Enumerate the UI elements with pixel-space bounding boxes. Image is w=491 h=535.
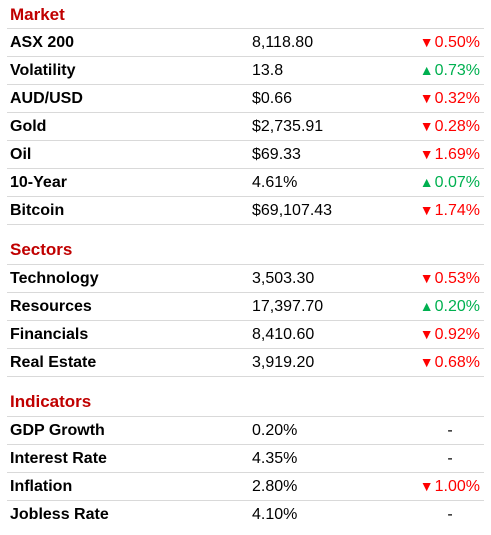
- down-arrow-icon: ▼: [419, 325, 434, 342]
- row-name: Bitcoin: [10, 201, 65, 219]
- row-name: Resources: [10, 297, 92, 315]
- table-row: AUD/USD $0.66 ▼0.32%: [7, 85, 484, 113]
- row-value: 4.61%: [252, 173, 298, 191]
- table-row: Real Estate 3,919.20 ▼0.68%: [7, 349, 484, 377]
- row-change: ▼0.68%: [402, 354, 484, 372]
- row-value: 13.8: [252, 61, 284, 79]
- row-change: ▼1.00%: [402, 478, 484, 496]
- row-value: 4.35%: [252, 449, 298, 467]
- row-change: ▼0.53%: [402, 270, 484, 288]
- row-change: -: [402, 506, 484, 524]
- row-value: 2.80%: [252, 477, 298, 495]
- row-name: Inflation: [10, 477, 73, 495]
- row-name: Real Estate: [10, 353, 97, 371]
- down-arrow-icon: ▼: [419, 89, 434, 106]
- up-arrow-icon: ▲: [419, 173, 434, 190]
- change-value: 0.20%: [434, 297, 480, 315]
- table-row: Volatility 13.8 ▲0.73%: [7, 57, 484, 85]
- row-name: AUD/USD: [10, 89, 83, 107]
- table-row: Jobless Rate 4.10% -: [7, 501, 484, 528]
- row-name: 10-Year: [10, 173, 67, 191]
- row-change: ▲0.20%: [402, 298, 484, 316]
- table-row: Gold $2,735.91 ▼0.28%: [7, 113, 484, 141]
- row-change: -: [402, 422, 484, 440]
- row-value: 8,118.80: [252, 33, 314, 51]
- change-value: 1.74%: [434, 201, 480, 219]
- market-summary-table: Market ASX 200 8,118.80 ▼0.50% Volatility 13.…: [7, 5, 484, 528]
- change-value: 0.68%: [434, 353, 480, 371]
- row-name: Gold: [10, 117, 47, 135]
- row-value: $2,735.91: [252, 117, 324, 135]
- change-value: 1.00%: [434, 477, 480, 495]
- table-row: Interest Rate 4.35% -: [7, 445, 484, 473]
- table-row: Financials 8,410.60 ▼0.92%: [7, 321, 484, 349]
- table-row: Technology 3,503.30 ▼0.53%: [7, 264, 484, 293]
- up-arrow-icon: ▲: [419, 61, 434, 78]
- change-value: 0.28%: [434, 117, 480, 135]
- change-value: 0.07%: [434, 173, 480, 191]
- row-value: $69.33: [252, 145, 301, 163]
- section-title-sectors: Sectors: [10, 240, 73, 259]
- table-row: GDP Growth 0.20% -: [7, 416, 484, 445]
- row-name: Financials: [10, 325, 89, 343]
- row-change: ▼1.74%: [402, 202, 484, 220]
- table-row: Bitcoin $69,107.43 ▼1.74%: [7, 197, 484, 225]
- row-value: 3,919.20: [252, 353, 315, 371]
- section-title-market: Market: [10, 5, 65, 24]
- row-change: ▲0.73%: [402, 62, 484, 80]
- table-row: Oil $69.33 ▼1.69%: [7, 141, 484, 169]
- row-value: 3,503.30: [252, 269, 315, 287]
- change-value: -: [447, 505, 453, 523]
- section-gap: [7, 377, 484, 387]
- row-name: GDP Growth: [10, 421, 105, 439]
- change-value: 0.32%: [434, 89, 480, 107]
- row-change: ▼0.28%: [402, 118, 484, 136]
- down-arrow-icon: ▼: [419, 353, 434, 370]
- row-value: 17,397.70: [252, 297, 324, 315]
- row-change: ▼0.50%: [402, 34, 484, 52]
- row-change: -: [402, 450, 484, 468]
- section-gap: [7, 225, 484, 235]
- row-name: Jobless Rate: [10, 505, 109, 523]
- row-name: Oil: [10, 145, 32, 163]
- row-value: 4.10%: [252, 505, 298, 523]
- down-arrow-icon: ▼: [419, 269, 434, 286]
- down-arrow-icon: ▼: [419, 201, 434, 218]
- row-change: ▼0.32%: [402, 90, 484, 108]
- change-value: 0.73%: [434, 61, 480, 79]
- down-arrow-icon: ▼: [419, 477, 434, 494]
- row-name: Volatility: [10, 61, 76, 79]
- change-value: -: [447, 421, 453, 439]
- row-change: ▼0.92%: [402, 326, 484, 344]
- row-change: ▲0.07%: [402, 174, 484, 192]
- table-row: ASX 200 8,118.80 ▼0.50%: [7, 28, 484, 57]
- section-title-indicators: Indicators: [10, 392, 92, 411]
- change-value: -: [447, 449, 453, 467]
- row-name: ASX 200: [10, 33, 75, 51]
- row-value: 8,410.60: [252, 325, 315, 343]
- row-name: Interest Rate: [10, 449, 107, 467]
- down-arrow-icon: ▼: [419, 145, 434, 162]
- row-value: $69,107.43: [252, 201, 333, 219]
- change-value: 0.53%: [434, 269, 480, 287]
- change-value: 1.69%: [434, 145, 480, 163]
- row-change: ▼1.69%: [402, 146, 484, 164]
- up-arrow-icon: ▲: [419, 297, 434, 314]
- table-row: Resources 17,397.70 ▲0.20%: [7, 293, 484, 321]
- table-row: Inflation 2.80% ▼1.00%: [7, 473, 484, 501]
- row-value: 0.20%: [252, 421, 298, 439]
- down-arrow-icon: ▼: [419, 117, 434, 134]
- down-arrow-icon: ▼: [419, 33, 434, 50]
- row-name: Technology: [10, 269, 99, 287]
- table-row: 10-Year 4.61% ▲0.07%: [7, 169, 484, 197]
- change-value: 0.92%: [434, 325, 480, 343]
- change-value: 0.50%: [434, 33, 480, 51]
- row-value: $0.66: [252, 89, 293, 107]
